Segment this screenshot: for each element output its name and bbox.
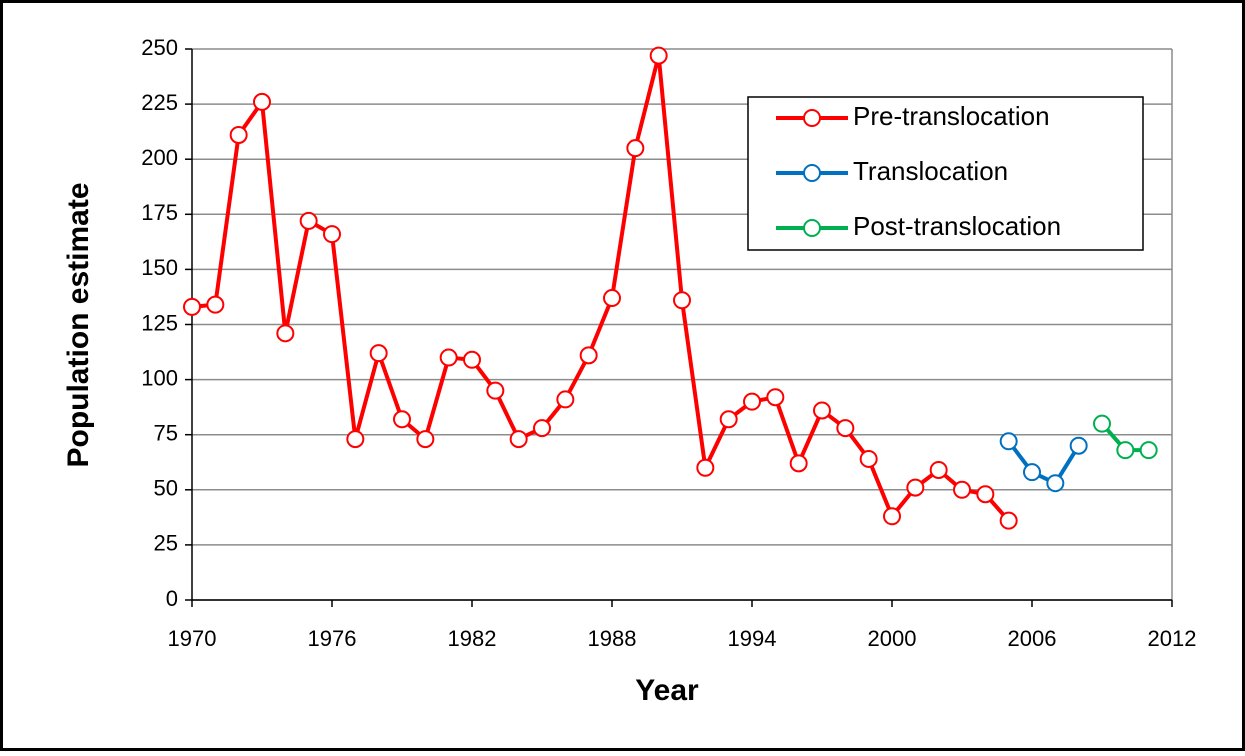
series-marker [976,485,995,504]
series-marker [719,410,738,429]
y-tick-label: 250 [141,35,178,60]
legend: Pre-translocation Translocation Post-trans… [747,96,1144,251]
y-tick-label: 225 [141,90,178,115]
y-tick-label: 150 [141,255,178,280]
x-tick-label: 1976 [308,626,357,651]
legend-label: Translocation [853,156,1008,186]
series-marker [883,507,901,526]
x-tick-label: 1982 [448,626,497,651]
series-marker [276,324,295,343]
series-marker [743,392,761,411]
series-marker [999,511,1018,530]
series-marker [1093,414,1111,433]
series-marker [836,419,855,438]
y-tick-label: 25 [154,531,178,556]
plot [183,46,1158,530]
y-axis-label: Population estimate [62,182,95,467]
x-tick-label: 1994 [728,626,777,651]
legend-marker [803,164,821,182]
y-tick-label: 75 [154,421,178,446]
series-marker [393,410,411,429]
x-tick-label: 1988 [588,626,637,651]
series-marker [789,454,808,473]
series-marker [1069,436,1088,455]
series-marker [323,225,341,244]
series-marker [766,388,785,407]
series-line [1007,440,1081,486]
series-marker [486,381,505,400]
x-tick-label: 1970 [168,626,217,651]
series-marker [1023,463,1041,482]
series-marker [463,350,481,369]
series-marker [859,449,878,468]
series-marker [626,139,645,158]
series-marker [369,344,388,363]
series-marker [1046,474,1065,493]
series-marker [439,348,458,367]
y-tick-label: 125 [141,310,178,335]
x-tick-label: 2012 [1148,626,1197,651]
series-marker [603,289,621,308]
axes: 0 25 50 75 100 125 150 175 200 225 250 1970 1976 1982… [141,35,1196,651]
series-marker [649,46,668,65]
series-marker [416,430,435,449]
y-tick-label: 50 [154,476,178,501]
series-marker [183,297,201,316]
legend-marker [803,109,821,127]
y-tick-label: 175 [141,200,178,225]
legend-marker [803,219,821,237]
series-marker [673,291,691,310]
series-marker [556,390,575,409]
series-marker [346,430,365,449]
series-marker [579,346,598,365]
series-marker [1116,441,1135,460]
series-marker [253,92,271,111]
x-tick-label: 2000 [868,626,917,651]
series-marker [906,478,925,497]
series-marker [229,125,248,144]
x-axis-label: Year [635,674,699,707]
series-marker [999,432,1018,451]
y-tick-label: 100 [141,365,178,390]
series-marker [206,295,225,314]
x-tick-label: 2006 [1008,626,1057,651]
series-marker [299,211,318,230]
series-marker [509,430,528,449]
y-tick-label: 200 [141,145,178,170]
series-marker [929,460,948,479]
legend-label: Pre-translocation [853,101,1050,131]
series-marker [813,401,831,420]
series-marker [1139,441,1158,460]
y-tick-label: 0 [166,586,178,611]
series-marker [953,480,971,499]
series-marker [696,458,715,477]
series-marker [533,419,551,438]
legend-label: Post-translocation [853,211,1061,241]
